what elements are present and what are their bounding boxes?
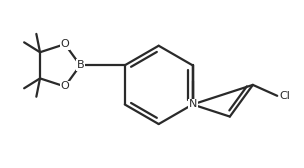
Text: N: N xyxy=(188,99,197,110)
Text: O: O xyxy=(60,81,69,91)
Text: O: O xyxy=(60,39,69,49)
Text: B: B xyxy=(76,60,84,70)
Text: Cl: Cl xyxy=(280,91,291,101)
